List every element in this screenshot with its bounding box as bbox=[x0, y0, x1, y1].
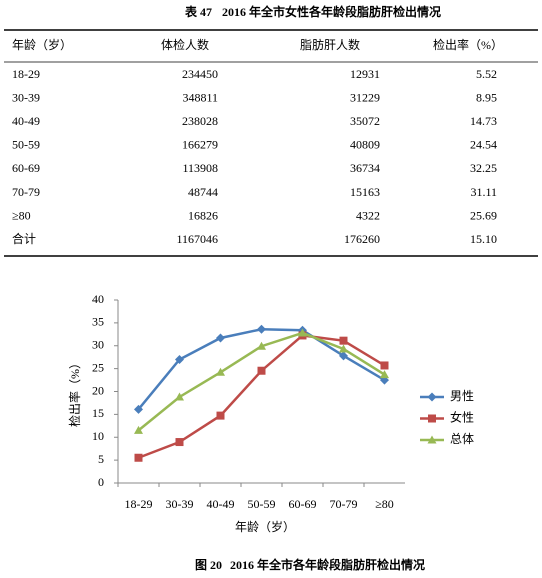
data-point bbox=[216, 367, 225, 376]
table-cell: 60-69 bbox=[12, 161, 40, 175]
y-tick-label: 30 bbox=[92, 338, 104, 352]
table-title: 2016 年全市女性各年龄段脂肪肝检出情况 bbox=[222, 4, 441, 19]
figure-caption: 2016 年全市各年龄段脂肪肝检出情况 bbox=[230, 557, 425, 572]
table-cell: 36734 bbox=[350, 161, 380, 175]
y-tick-label: 35 bbox=[92, 315, 104, 329]
table-header-cell: 年龄（岁） bbox=[12, 37, 72, 52]
data-point bbox=[298, 328, 307, 337]
y-tick-label: 15 bbox=[92, 406, 104, 420]
y-tick-label: 40 bbox=[92, 292, 104, 306]
legend-label: 男性 bbox=[450, 389, 474, 403]
x-tick-label: 50-59 bbox=[248, 497, 276, 511]
table-cell: 32.25 bbox=[470, 161, 497, 175]
table-label: 表 47 bbox=[184, 4, 212, 19]
data-point bbox=[339, 344, 348, 353]
table-cell: 12931 bbox=[350, 67, 380, 81]
table-cell: ≥80 bbox=[12, 208, 31, 222]
data-point bbox=[339, 336, 348, 345]
data-point bbox=[216, 333, 225, 343]
x-tick-label: 40-49 bbox=[207, 497, 235, 511]
table-cell: 50-59 bbox=[12, 138, 40, 152]
x-tick-label: ≥80 bbox=[375, 497, 394, 511]
table-cell: 348811 bbox=[182, 90, 218, 104]
legend-label: 女性 bbox=[450, 409, 474, 424]
data-point bbox=[175, 392, 184, 401]
table-cell: 合计 bbox=[12, 231, 36, 246]
legend-marker bbox=[427, 435, 437, 444]
y-tick-label: 20 bbox=[92, 383, 104, 397]
table-cell: 15.10 bbox=[470, 232, 497, 246]
data-point bbox=[134, 425, 143, 434]
data-point bbox=[216, 411, 225, 420]
table-cell: 5.52 bbox=[476, 67, 497, 81]
y-tick-label: 5 bbox=[98, 452, 104, 466]
table-cell: 18-29 bbox=[12, 67, 40, 81]
table-cell: 40-49 bbox=[12, 114, 40, 128]
data-point bbox=[339, 351, 348, 361]
data-point bbox=[175, 354, 184, 364]
x-axis-label: 年龄（岁） bbox=[235, 519, 295, 534]
table-cell: 40809 bbox=[350, 138, 380, 152]
legend-marker bbox=[427, 392, 437, 402]
table-cell: 25.69 bbox=[470, 208, 497, 222]
table-header-cell: 检出率（%） bbox=[433, 37, 503, 52]
table-cell: 35072 bbox=[350, 114, 380, 128]
data-point bbox=[134, 404, 143, 414]
table-header-cell: 脂肪肝人数 bbox=[300, 37, 360, 52]
y-tick-label: 0 bbox=[98, 475, 104, 489]
y-axis-label: 检出率（%） bbox=[67, 357, 82, 427]
x-tick-label: 60-69 bbox=[289, 497, 317, 511]
table-cell: 1167046 bbox=[176, 232, 218, 246]
legend-label: 总体 bbox=[450, 432, 474, 446]
data-point bbox=[257, 341, 266, 350]
data-point bbox=[380, 370, 389, 379]
table-cell: 166279 bbox=[182, 138, 218, 152]
table-cell: 30-39 bbox=[12, 90, 40, 104]
data-point bbox=[257, 366, 266, 375]
data-point bbox=[134, 453, 143, 462]
x-tick-label: 30-39 bbox=[166, 497, 194, 511]
table-cell: 238028 bbox=[182, 114, 218, 128]
table-cell: 234450 bbox=[182, 67, 218, 81]
table-cell: 16826 bbox=[188, 208, 218, 222]
data-point bbox=[175, 438, 184, 447]
table-cell: 31.11 bbox=[470, 185, 497, 199]
table-cell: 14.73 bbox=[470, 114, 497, 128]
table-cell: 70-79 bbox=[12, 185, 40, 199]
table-cell: 31229 bbox=[350, 90, 380, 104]
data-point bbox=[257, 324, 266, 334]
y-tick-label: 25 bbox=[92, 360, 104, 374]
table-cell: 15163 bbox=[350, 185, 380, 199]
table-cell: 113908 bbox=[182, 161, 218, 175]
table-header-cell: 体检人数 bbox=[161, 37, 209, 52]
y-tick-label: 10 bbox=[92, 429, 104, 443]
legend-marker bbox=[428, 414, 436, 423]
table-cell: 48744 bbox=[188, 185, 218, 199]
data-point bbox=[380, 361, 389, 370]
series-line bbox=[138, 334, 386, 459]
table-cell: 24.54 bbox=[470, 138, 497, 152]
x-tick-label: 70-79 bbox=[330, 497, 358, 511]
table-cell: 176260 bbox=[344, 232, 380, 246]
table-cell: 8.95 bbox=[476, 90, 497, 104]
figure-label: 图 20 bbox=[195, 558, 222, 572]
table-cell: 4322 bbox=[356, 208, 380, 222]
x-tick-label: 18-29 bbox=[125, 497, 153, 511]
